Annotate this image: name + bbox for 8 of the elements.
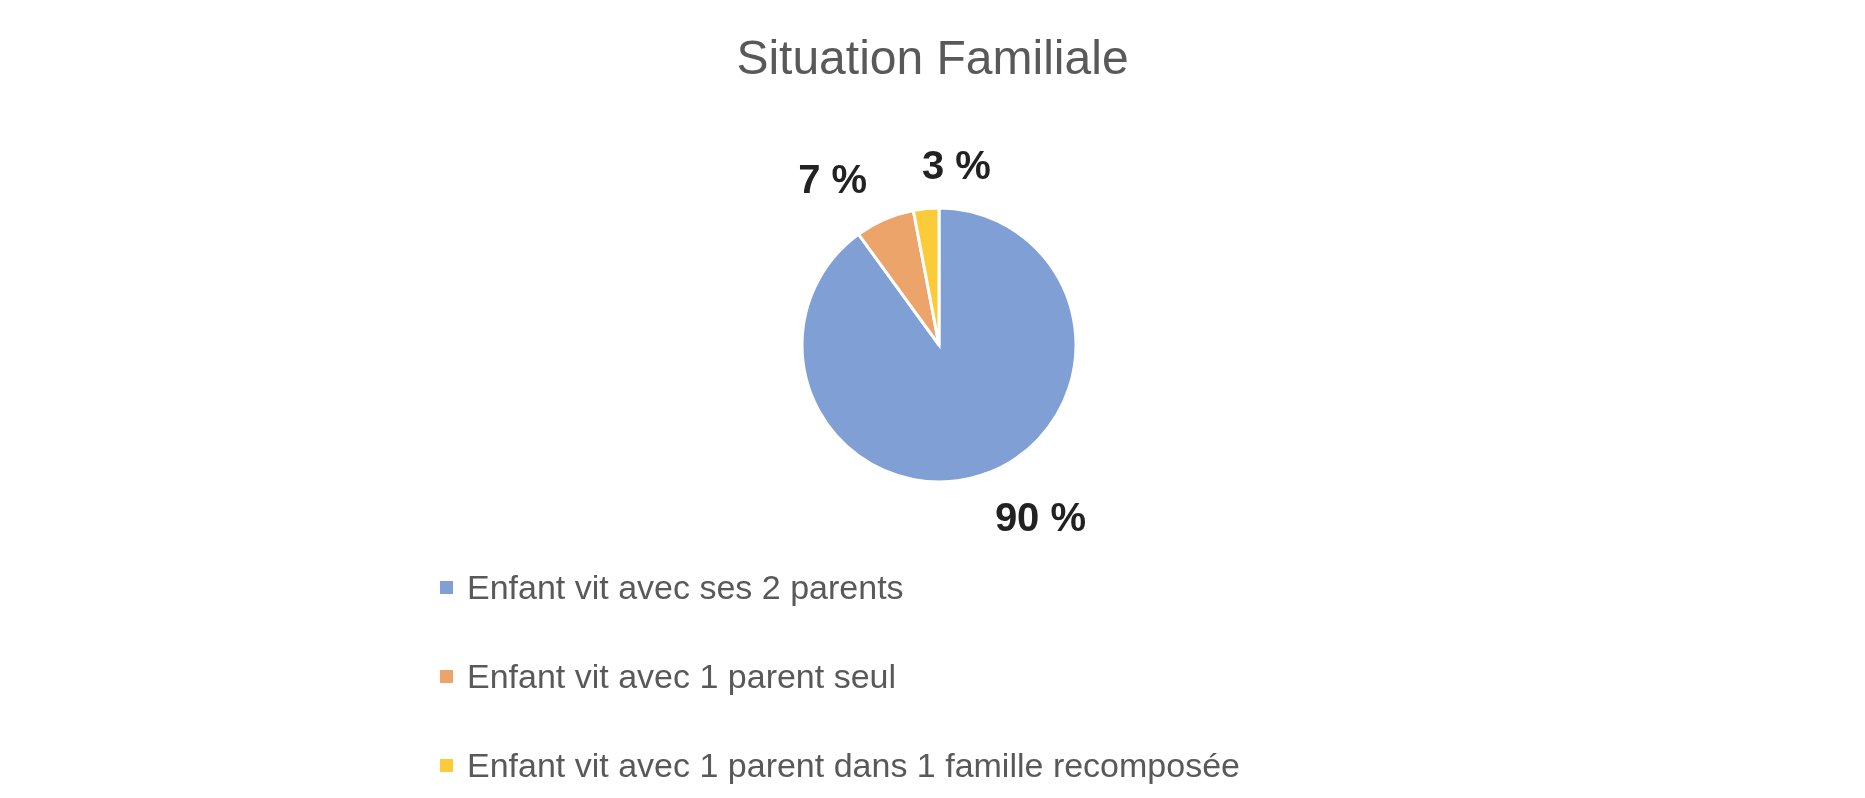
data-label: 90 % — [994, 494, 1087, 539]
legend-label: Enfant vit avec 1 parent seul — [467, 657, 897, 696]
chart-title: Situation Familiale — [735, 30, 1130, 86]
legend-label: Enfant vit avec ses 2 parents — [467, 568, 904, 607]
pie-slice — [800, 206, 1078, 484]
data-label: 7 % — [798, 157, 868, 202]
data-label: 3 % — [921, 142, 991, 187]
legend-label: Enfant vit avec 1 parent dans 1 famille recomposée — [467, 746, 1240, 785]
